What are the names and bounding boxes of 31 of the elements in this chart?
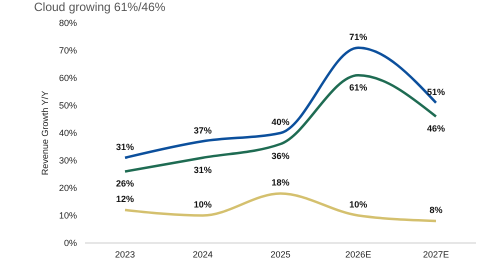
data-label: 71% bbox=[349, 32, 368, 42]
data-label: 37% bbox=[194, 125, 212, 136]
x-tick-label: 2027E bbox=[422, 249, 450, 260]
x-tick-label: 2026E bbox=[345, 249, 372, 260]
y-tick-label: 30% bbox=[58, 155, 77, 166]
y-tick-label: 40% bbox=[58, 128, 77, 138]
data-label: 26% bbox=[116, 178, 134, 188]
data-label: 51% bbox=[426, 86, 446, 97]
data-label: 10% bbox=[349, 200, 368, 210]
data-label: 18% bbox=[271, 178, 290, 188]
y-tick-label: 80% bbox=[58, 18, 77, 28]
data-label: 10% bbox=[194, 200, 212, 210]
y-tick-label: 0% bbox=[64, 238, 77, 248]
data-label: 40% bbox=[271, 117, 290, 127]
y-tick-label: 60% bbox=[58, 72, 77, 83]
y-tick-label: 20% bbox=[58, 182, 77, 193]
y-tick-label: 50% bbox=[58, 100, 77, 110]
y-axis-title: Revenue Growth Y/Y bbox=[40, 90, 50, 176]
y-tick-label: 70% bbox=[58, 45, 77, 56]
y-tick-label: 10% bbox=[58, 210, 77, 220]
data-label: 36% bbox=[271, 151, 290, 161]
data-label: 46% bbox=[426, 124, 446, 134]
data-label: 12% bbox=[116, 194, 134, 204]
x-tick-label: 2023 bbox=[114, 249, 136, 260]
x-tick-label: 2025 bbox=[270, 249, 291, 260]
data-label: 61% bbox=[349, 82, 368, 92]
data-label: 31% bbox=[194, 164, 212, 175]
x-tick-label: 2024 bbox=[192, 249, 213, 260]
chart-title: Cloud growing 61%/46% bbox=[34, 0, 166, 14]
data-label: 8% bbox=[429, 205, 443, 215]
data-label: 31% bbox=[116, 142, 134, 152]
